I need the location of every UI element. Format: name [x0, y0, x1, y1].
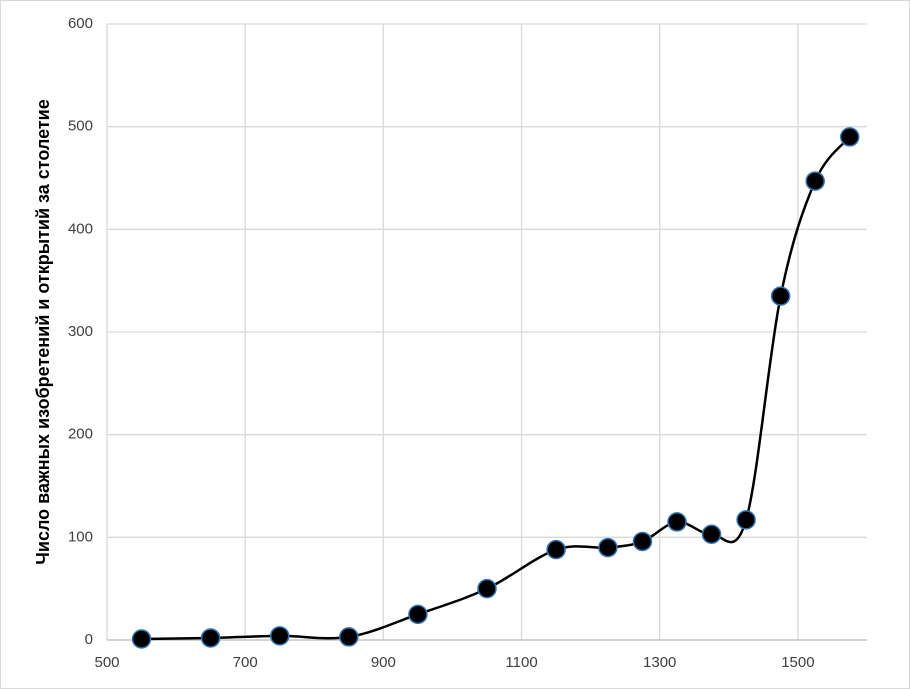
y-tick-label: 600 [68, 15, 93, 32]
data-point [770, 286, 791, 306]
data-point [408, 604, 428, 625]
x-tick-label: 1500 [781, 654, 814, 671]
y-tick-label: 200 [68, 426, 93, 443]
x-tick-label: 1100 [505, 654, 537, 671]
data-point [632, 531, 653, 552]
data-point [269, 626, 290, 646]
y-tick-label: 0 [85, 631, 93, 648]
data-point [805, 171, 825, 191]
y-tick-label: 100 [68, 528, 93, 545]
data-point [839, 127, 860, 147]
data-point [131, 629, 152, 649]
x-tick-label: 700 [233, 654, 258, 671]
series-line [141, 136, 851, 641]
x-tick-label: 1300 [643, 654, 676, 671]
y-axis-title: Число важных изобретений и открытий за с… [33, 99, 53, 565]
data-point [736, 510, 756, 530]
data-point [598, 537, 618, 558]
x-tick-label: 500 [94, 654, 119, 671]
data-point [667, 512, 687, 532]
data-point [701, 524, 722, 545]
y-tick-label: 300 [68, 323, 93, 340]
y-tick-label: 400 [68, 220, 93, 237]
data-point [200, 628, 221, 648]
data-point [546, 539, 566, 560]
y-tick-label: 500 [68, 118, 93, 135]
data-point [477, 578, 497, 599]
x-tick-label: 900 [371, 654, 396, 671]
data-point [339, 627, 359, 647]
